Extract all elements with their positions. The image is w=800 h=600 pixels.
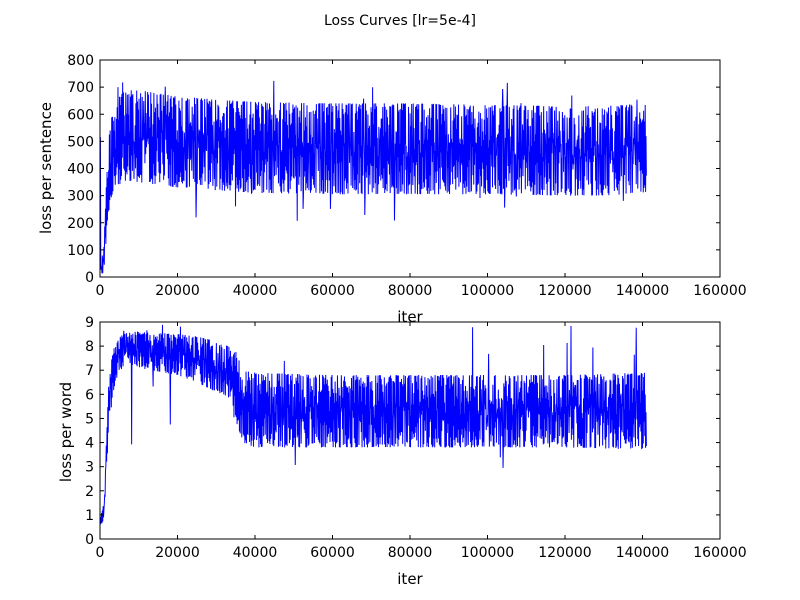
- line-series-bottom: [99, 324, 647, 525]
- ticks-bottom: 0 20000 40000 60000 80000 100000 120000 140000 1…: [85, 315, 747, 561]
- x-tick-label: 20000: [155, 283, 200, 299]
- x-tick-label: 80000: [388, 545, 433, 561]
- figure-title: Loss Curves [lr=5e-4]: [324, 13, 476, 29]
- x-tick-label: 100000: [461, 545, 514, 561]
- x-tick-label: 40000: [233, 545, 278, 561]
- ticks-top: 0 20000 40000 60000 80000 100000 120000 140000 1…: [67, 53, 746, 299]
- y-tick-label: 1: [85, 508, 94, 524]
- x-tick-label: 140000: [616, 545, 669, 561]
- y-tick-label: 0: [85, 270, 94, 286]
- x-tick-label: 160000: [693, 545, 746, 561]
- xlabel-bottom: iter: [397, 570, 423, 588]
- y-tick-label: 700: [67, 80, 94, 96]
- loss-line: [99, 80, 647, 274]
- y-tick-label: 6: [85, 387, 94, 403]
- y-tick-label: 4: [85, 436, 94, 452]
- axes-bottom: 0 20000 40000 60000 80000 100000 120000 140000 1…: [57, 315, 747, 588]
- ylabel-bottom: loss per word: [57, 382, 75, 482]
- y-tick-label: 9: [85, 315, 94, 331]
- x-tick-label: 120000: [538, 283, 591, 299]
- x-tick-label: 100000: [461, 283, 514, 299]
- x-tick-label: 60000: [310, 283, 355, 299]
- ylabel-top: loss per sentence: [37, 102, 55, 234]
- x-tick-label: 0: [96, 283, 105, 299]
- y-tick-label: 7: [85, 363, 94, 379]
- y-tick-label: 3: [85, 460, 94, 476]
- loss-line: [99, 324, 647, 525]
- x-tick-label: 140000: [616, 283, 669, 299]
- x-tick-label: 40000: [233, 283, 278, 299]
- x-tick-label: 160000: [693, 283, 746, 299]
- line-series-top: [99, 80, 647, 274]
- y-tick-label: 8: [85, 339, 94, 355]
- x-tick-label: 120000: [538, 545, 591, 561]
- axes-top: 0 20000 40000 60000 80000 100000 120000 140000 1…: [37, 53, 747, 326]
- y-tick-label: 100: [67, 243, 94, 259]
- y-tick-label: 800: [67, 53, 94, 69]
- y-tick-label: 400: [67, 162, 94, 178]
- y-tick-label: 200: [67, 216, 94, 232]
- x-tick-label: 80000: [388, 283, 433, 299]
- y-tick-label: 0: [85, 532, 94, 548]
- y-tick-label: 5: [85, 411, 94, 427]
- x-tick-label: 20000: [155, 545, 200, 561]
- x-tick-label: 0: [96, 545, 105, 561]
- y-tick-label: 2: [85, 484, 94, 500]
- y-tick-label: 500: [67, 134, 94, 150]
- x-tick-label: 60000: [310, 545, 355, 561]
- y-tick-label: 300: [67, 189, 94, 205]
- y-tick-label: 600: [67, 107, 94, 123]
